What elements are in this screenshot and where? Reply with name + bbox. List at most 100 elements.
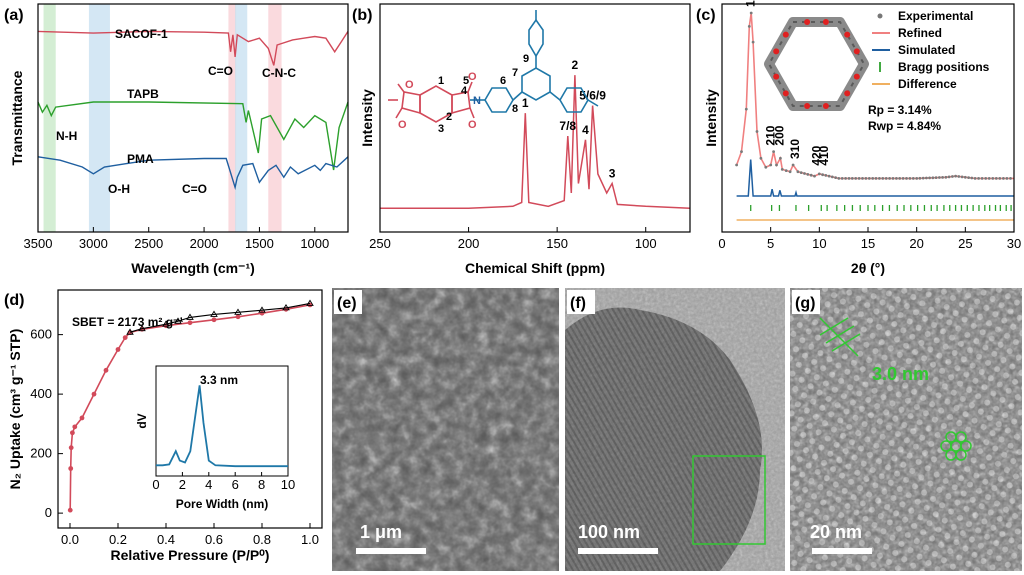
- lattice-line-3: [831, 333, 861, 352]
- x-tick-label: 0.2: [109, 532, 127, 547]
- y-tick-label: 600: [30, 327, 52, 342]
- oxygen-atom: [773, 48, 780, 55]
- panel-a-ylabel: Transmittance: [9, 70, 25, 165]
- panel-c-legend: Experimental Refined Simulated Bragg positi…: [872, 9, 990, 91]
- carbonyl-1: [397, 83, 405, 93]
- atom-o-4: O: [468, 119, 477, 131]
- panel-c-ylabel: Intensity: [703, 89, 719, 147]
- desorption-point: [186, 313, 194, 320]
- experimental-point: [944, 175, 948, 179]
- experimental-point: [775, 163, 778, 167]
- lattice-label: 3.0 nm: [872, 364, 929, 384]
- inset-tick-label: 8: [258, 477, 265, 492]
- experimental-point: [947, 175, 951, 179]
- carbonyl-3: [467, 81, 473, 93]
- label-pma: PMA: [127, 152, 154, 166]
- oxygen-atom: [853, 48, 860, 55]
- lattice-spacing-marker: [819, 317, 861, 357]
- ring-phenyl-a: [484, 87, 514, 113]
- experimental-point: [977, 177, 980, 180]
- panel-e-label-bg: [334, 290, 362, 314]
- xrd-peak-label: 200: [772, 125, 786, 145]
- legend-label: Bragg positions: [898, 60, 990, 74]
- x-tick-label: 200: [458, 236, 480, 251]
- oxygen-atom: [822, 103, 829, 109]
- experimental-point: [817, 172, 821, 176]
- experimental-point: [905, 177, 908, 180]
- experimental-point: [931, 176, 935, 180]
- panel-b-series: [380, 75, 691, 209]
- experimental-point: [881, 177, 885, 180]
- experimental-point: [827, 174, 831, 178]
- panel-f-label: (f): [570, 295, 586, 312]
- nmr-spectrum-line: [380, 75, 691, 209]
- rwp-value: Rwp = 4.84%: [868, 119, 941, 133]
- ir-series-line: [37, 156, 349, 191]
- experimental-point: [925, 176, 928, 180]
- label-co-2: C=O: [182, 182, 207, 196]
- xrd-peak-label: 420: [809, 145, 823, 165]
- adsorption-point: [103, 367, 109, 373]
- carbonyl-2: [395, 107, 403, 119]
- bond-a-core: [512, 91, 523, 101]
- x-tick-label: 250: [369, 236, 391, 251]
- scale-bar-e: [356, 548, 426, 554]
- panel-f-label-bg: [567, 290, 595, 314]
- x-tick-label: 5: [767, 236, 774, 251]
- x-tick-label: 20: [909, 236, 923, 251]
- inset-tick-label: 0: [152, 477, 159, 492]
- experimental-point: [973, 177, 977, 180]
- struct-label-4: 4: [461, 85, 468, 97]
- inset-xlabel: Pore Width (nm): [176, 497, 269, 511]
- x-tick-label: 1.0: [301, 532, 319, 547]
- ir-series-line: [37, 30, 349, 66]
- legend-marker: [877, 13, 883, 19]
- experimental-point: [813, 174, 816, 178]
- experimental-point: [740, 150, 743, 154]
- adsorption-point: [122, 335, 128, 340]
- desorption-point: [210, 310, 218, 317]
- panel-d-ylabel: N₂ Uptake (cm³ g⁻¹ STP): [7, 329, 23, 490]
- x-tick-label: 0.8: [253, 532, 271, 547]
- desorption-point: [306, 299, 314, 306]
- atom-o-3: O: [468, 71, 477, 83]
- experimental-point: [799, 171, 803, 175]
- desorption-point: [258, 306, 266, 313]
- panel-g-label-bg: [792, 290, 820, 314]
- scale-label-f: 100 nm: [578, 522, 640, 542]
- panel-a-bands: [43, 4, 282, 232]
- highlight-band: [268, 4, 282, 232]
- adsorption-point: [211, 317, 217, 323]
- experimental-point: [1009, 177, 1012, 180]
- experimental-point: [735, 163, 738, 167]
- panel-b-x-ticks: 250 200 150 100: [369, 227, 657, 251]
- experimental-point: [895, 177, 898, 180]
- experimental-point: [854, 177, 858, 180]
- adsorption-point: [79, 415, 85, 421]
- nmr-peak-label: 4: [582, 123, 589, 137]
- isotherm-line: [129, 302, 311, 333]
- experimental-point: [784, 169, 788, 173]
- lattice-line-2: [825, 325, 855, 344]
- oxygen-atom: [804, 19, 811, 25]
- pore-model-inset: [764, 17, 869, 111]
- experimental-point: [806, 173, 810, 176]
- panel-a-frame: [37, 3, 349, 233]
- panel-a-label: (a): [4, 7, 24, 24]
- experimental-point: [934, 176, 938, 180]
- panel-b: (b) 250 200 150 100 1 7/8 2 4 5/6/9 3 Chemical S…: [352, 3, 691, 276]
- experimental-point: [850, 177, 854, 180]
- adsorption-point: [187, 320, 193, 326]
- experimental-point: [791, 163, 795, 167]
- panel-d: (d) 0.0 0.2 0.4 0.6 0.8 1.0 0 200 400 600 Relativ…: [4, 289, 323, 563]
- experimental-point: [991, 177, 995, 180]
- experimental-point: [878, 177, 881, 180]
- experimental-point: [764, 165, 768, 169]
- molecule-structure: O O O O N 1 2 3 4 5 6 7 8 9: [388, 10, 599, 135]
- experimental-point: [796, 170, 800, 174]
- oxygen-atom: [844, 31, 851, 38]
- struct-label-5: 5: [463, 75, 469, 87]
- nmr-peak-label: 2: [572, 58, 579, 72]
- experimental-point: [911, 177, 915, 180]
- inset-ylabel: dV: [135, 413, 149, 428]
